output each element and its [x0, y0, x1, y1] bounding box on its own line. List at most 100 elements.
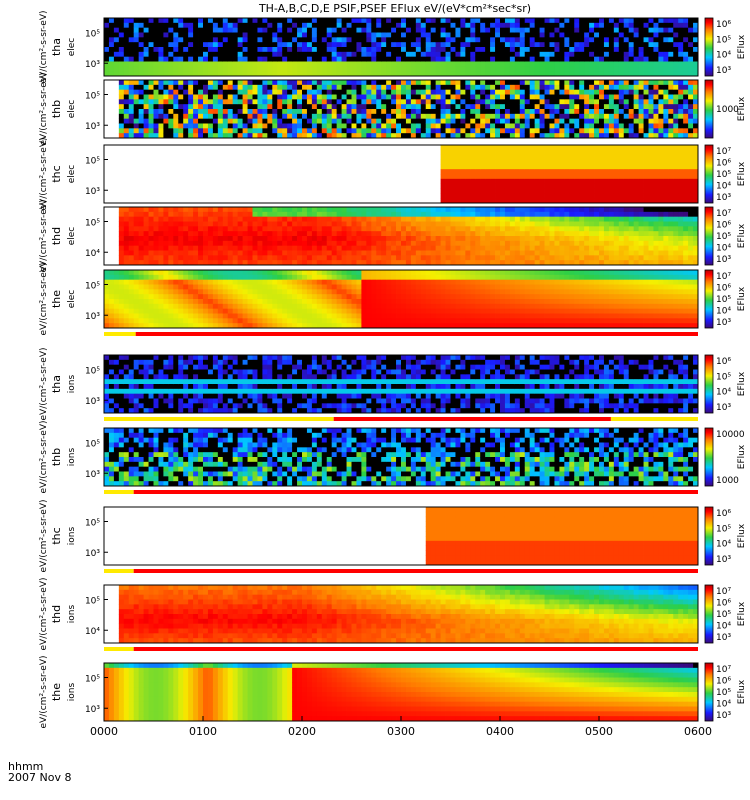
spectrogram-cell [653, 231, 659, 237]
spectrogram-cell [326, 128, 333, 134]
spectrogram-cell [638, 154, 644, 160]
spectrogram-cell [658, 193, 664, 199]
spectrogram-cell [608, 104, 615, 110]
spectrogram-cell [306, 61, 313, 67]
spectrogram-cell [470, 27, 476, 33]
spectrogram-cell [663, 89, 669, 95]
spectrogram-cell [539, 133, 545, 139]
spectrogram-cell [668, 128, 674, 134]
spectrogram-cell [242, 84, 248, 91]
spectrogram-cell [371, 226, 377, 232]
spectrogram-cell [514, 245, 521, 251]
spectrogram-cell [227, 47, 234, 53]
spectrogram-cell [554, 47, 560, 53]
spectrogram-cell [405, 84, 412, 91]
spectrogram-cell [133, 133, 140, 139]
spectrogram-cell [272, 123, 278, 129]
spectrogram-cell [455, 178, 461, 185]
spectrogram-cell [168, 27, 174, 33]
spectrogram-cell [534, 226, 540, 232]
spectrogram-cell [306, 255, 313, 261]
spectrogram-cell [554, 226, 560, 232]
spectrogram-cell [440, 84, 446, 91]
spectrogram-cell [381, 109, 387, 115]
spectrogram-cell [643, 123, 649, 129]
spectrogram-cell [608, 211, 615, 218]
spectrogram-cell [618, 109, 625, 115]
spectrogram-cell [247, 250, 253, 256]
spectrogram-cell [148, 32, 154, 38]
spectrogram-cell [480, 22, 486, 29]
spectrogram-cell [341, 66, 347, 72]
spectrogram-cell [500, 193, 506, 199]
spectrogram-cell [539, 260, 545, 266]
spectrogram-cell [242, 255, 248, 261]
panel-border [103, 17, 699, 77]
spectrogram-cell [653, 193, 659, 199]
spectrogram-cell [465, 226, 471, 232]
spectrogram-cell [574, 236, 580, 242]
spectrogram-cell [574, 84, 580, 91]
spectrogram-cell [386, 221, 392, 227]
spectrogram-cell [500, 198, 506, 204]
spectrogram-cell [133, 18, 140, 24]
spectrogram-cell [668, 123, 674, 129]
spectrogram-cell [564, 188, 570, 194]
spectrogram-cell [321, 42, 328, 48]
spectrogram-cell [579, 89, 585, 95]
spectrogram-cell [173, 51, 179, 58]
colorbar-tick-label: 10⁴ [716, 244, 731, 254]
spectrogram-cell [584, 113, 590, 120]
spectrogram-cell [277, 84, 283, 91]
spectrogram-cell [178, 42, 184, 48]
spectrogram-cell [356, 240, 362, 247]
spectrogram-cell [158, 80, 164, 86]
spectrogram-cell [633, 183, 639, 189]
spectrogram-cell [440, 149, 446, 156]
spectrogram-cell [282, 99, 288, 105]
spectrogram-cell [415, 89, 422, 95]
spectrogram-cell [455, 32, 461, 38]
spectrogram-cell [420, 32, 427, 38]
spectrogram-cell [104, 32, 110, 38]
spectrogram-cell [549, 169, 555, 175]
spectrogram-cell [603, 154, 610, 160]
spectrogram-cell [361, 240, 367, 247]
spectrogram-cell [430, 109, 437, 115]
spectrogram-cell [519, 32, 526, 38]
y-tick-label: 10⁵ [85, 30, 100, 40]
spectrogram-cell [514, 118, 521, 124]
spectrogram-cell [509, 89, 516, 95]
spectrogram-cell [683, 89, 689, 95]
spectrogram-cell [658, 174, 664, 180]
spectrogram-cell [306, 211, 313, 218]
spectrogram-cell [153, 18, 159, 24]
spectrogram-cell [534, 178, 540, 185]
spectrogram-cell [490, 145, 496, 151]
spectrogram-cell [470, 42, 476, 48]
spectrogram-cell [673, 18, 679, 24]
spectrogram-cell [688, 174, 694, 180]
spectrogram-cell [381, 128, 387, 134]
spectrogram-cell [623, 221, 630, 227]
spectrogram-cell [455, 231, 461, 237]
spectrogram-cell [569, 51, 575, 58]
spectrogram-cell [688, 109, 694, 115]
spectrogram-cell [673, 133, 679, 139]
spectrogram-cell [663, 193, 669, 199]
spectrogram-cell [683, 128, 689, 134]
spectrogram-cell [584, 159, 590, 165]
spectrogram-cell [217, 240, 224, 247]
spectrogram-cell [336, 118, 342, 124]
spectrogram-cell [569, 250, 575, 256]
spectrogram-cell [163, 250, 169, 256]
spectrogram-cell [287, 71, 293, 77]
spectrogram-cell [267, 240, 273, 247]
spectrogram-cell [203, 18, 209, 24]
spectrogram-cell [118, 37, 125, 43]
spectrogram-cell [227, 32, 234, 38]
spectrogram-cell [237, 236, 243, 242]
spectrogram-cell [608, 174, 615, 180]
spectrogram-cell [336, 66, 342, 72]
spectrogram-cell [445, 154, 451, 160]
